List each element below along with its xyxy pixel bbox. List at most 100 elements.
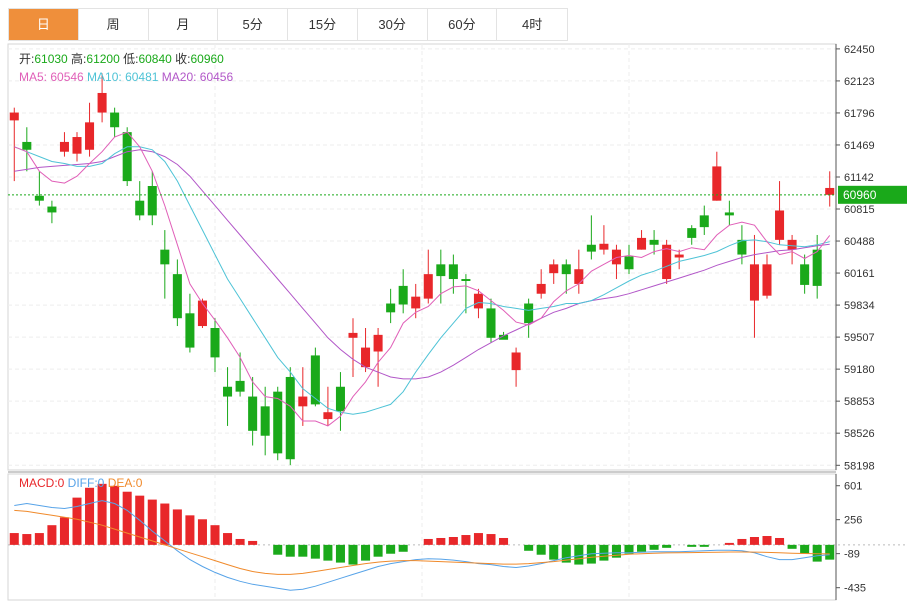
macd-bar xyxy=(624,544,634,554)
macd-bar xyxy=(762,536,772,545)
macd-bar xyxy=(486,534,496,545)
price-tick-label: 59834 xyxy=(844,300,875,312)
price-tick-label: 58853 xyxy=(844,396,875,408)
ma-legend-item: MA10: 60481 xyxy=(84,70,159,84)
macd-bar xyxy=(649,544,659,550)
macd-tick-label: -89 xyxy=(844,549,860,561)
macd-legend: MACD:0 DIFF:0 DEA:0 xyxy=(19,476,143,490)
candle-body xyxy=(499,334,509,340)
macd-bar xyxy=(335,544,345,563)
macd-bar xyxy=(348,544,358,565)
candle-body xyxy=(611,249,621,265)
macd-bar xyxy=(72,497,82,545)
candle-body xyxy=(436,264,446,277)
ohlc-legend-part: 收: xyxy=(172,52,191,66)
price-tick-label: 60815 xyxy=(844,204,875,216)
ohlc-legend-part: 61200 xyxy=(86,52,120,66)
macd-legend-item: MACD:0 xyxy=(19,476,65,490)
macd-bar xyxy=(361,544,371,561)
candle-body xyxy=(486,308,496,338)
candle-body xyxy=(34,195,44,201)
candle-body xyxy=(637,237,647,250)
candle-body xyxy=(85,122,95,150)
candle-body xyxy=(599,243,609,250)
macd-bar xyxy=(122,491,132,545)
candle-body xyxy=(473,293,483,309)
macd-bar xyxy=(499,537,509,545)
candle-body xyxy=(172,274,182,319)
candle-body xyxy=(160,249,170,265)
candle-body xyxy=(762,264,772,296)
macd-bar xyxy=(787,544,797,549)
tab-7[interactable]: 4时 xyxy=(522,17,543,32)
macd-legend-item: DEA:0 xyxy=(104,476,142,490)
ma-legend-item: MA20: 60456 xyxy=(158,70,233,84)
macd-bar xyxy=(436,537,446,545)
candle-body xyxy=(787,239,797,250)
price-tick-label: 59180 xyxy=(844,364,875,376)
macd-bar xyxy=(724,542,734,545)
macd-bar xyxy=(524,544,534,551)
dea-line xyxy=(14,509,830,575)
macd-bar xyxy=(398,544,408,552)
tab-2[interactable]: 月 xyxy=(149,9,219,40)
tab-6[interactable]: 60分 xyxy=(428,9,498,40)
candle-body xyxy=(398,285,408,305)
ohlc-legend: 开:61030 高:61200 低:60840 收:60960 xyxy=(19,51,224,66)
candle-body xyxy=(386,303,396,313)
ohlc-legend-part: 60960 xyxy=(190,52,224,66)
candle-body xyxy=(574,269,584,284)
tab-5[interactable]: 30分 xyxy=(358,9,428,40)
price-tick-label: 58198 xyxy=(844,460,875,472)
candle-body xyxy=(674,254,684,258)
macd-bar xyxy=(561,544,571,563)
tab-1[interactable]: 周 xyxy=(79,9,149,40)
ohlc-legend-part: 低: xyxy=(120,52,139,66)
period-tabs: 日周月 5分 15分 30分 60分 4时 xyxy=(8,8,568,41)
candle-body xyxy=(361,347,371,368)
ohlc-legend-part: 高: xyxy=(68,51,87,66)
macd-bar xyxy=(210,525,220,545)
candle-body xyxy=(812,249,822,286)
candle-body xyxy=(223,386,233,397)
macd-bar xyxy=(323,544,333,561)
candle-body xyxy=(373,334,383,352)
macd-bar xyxy=(59,517,69,545)
macd-bar xyxy=(9,533,19,545)
tab-4[interactable]: 15分 xyxy=(288,9,358,40)
candle-body xyxy=(549,264,559,274)
candle-body xyxy=(197,300,207,327)
candle-body xyxy=(210,328,220,358)
candle-body xyxy=(185,313,195,348)
macd-bar xyxy=(47,525,57,545)
candle-body xyxy=(9,112,19,121)
candle-body xyxy=(624,256,634,270)
price-tick-label: 61142 xyxy=(844,172,874,184)
candle-body xyxy=(110,112,120,128)
macd-bar xyxy=(248,540,258,545)
price-tick-label: 59507 xyxy=(844,332,875,344)
candle-body xyxy=(72,137,82,154)
macd-bar xyxy=(461,535,471,545)
macd-tick-label: -435 xyxy=(844,583,866,595)
macd-bar xyxy=(285,544,295,557)
candle-body xyxy=(524,303,534,324)
candle-body xyxy=(461,279,471,281)
macd-bar xyxy=(586,544,596,564)
tab-0[interactable]: 日 xyxy=(9,9,79,40)
price-tick-label: 61469 xyxy=(844,140,875,152)
diff-line xyxy=(14,500,830,591)
candle-body xyxy=(775,210,785,240)
macd-tick-label: 256 xyxy=(844,515,862,527)
macd-bar xyxy=(825,544,835,560)
price-tick-label: 58526 xyxy=(844,428,875,440)
macd-bar xyxy=(147,499,157,545)
macd-tick-label: 601 xyxy=(844,481,862,493)
ohlc-legend-part: 开: xyxy=(19,52,34,66)
candle-body xyxy=(825,187,835,195)
tab-3[interactable]: 5分 xyxy=(218,9,288,40)
macd-bar xyxy=(223,533,233,545)
price-tick-label: 60488 xyxy=(844,236,875,248)
candle-body xyxy=(248,396,258,431)
macd-bar xyxy=(310,544,320,559)
